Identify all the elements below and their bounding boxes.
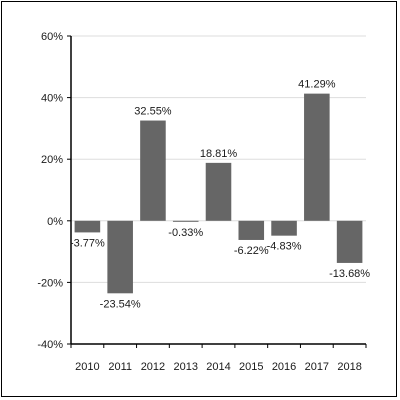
y-tick-label: 20% — [41, 154, 63, 166]
bar — [271, 220, 297, 236]
bars — [74, 93, 363, 294]
x-tick-label: 2016 — [272, 361, 296, 373]
bar — [238, 220, 265, 240]
x-tick-label: 2017 — [305, 361, 329, 373]
x-tick-label: 2018 — [337, 361, 361, 373]
bar — [336, 220, 363, 263]
x-tick-label: 2011 — [108, 361, 132, 373]
bar — [107, 220, 133, 294]
y-tick-label: -20% — [37, 277, 63, 289]
y-tick-label: 0% — [47, 216, 63, 228]
data-label: 41.29% — [298, 79, 336, 91]
x-tick-label: 2014 — [206, 361, 230, 373]
axes — [70, 36, 366, 345]
bar — [74, 220, 101, 233]
data-labels: -3.77% -23.54% 32.55% -0.33% 18.81% -6.22%-4.… — [70, 79, 370, 311]
x-tick-label: 2010 — [75, 361, 99, 373]
data-label: -3.77% — [70, 237, 105, 249]
bar — [205, 162, 232, 221]
data-label: 32.55% — [134, 106, 172, 118]
y-tick-label: 60% — [41, 31, 63, 43]
data-label: -6.22% — [234, 245, 269, 257]
data-label: -23.54% — [100, 298, 141, 310]
bar — [304, 93, 330, 221]
x-tick-label: 2013 — [173, 361, 197, 373]
data-label: 18.81% — [200, 148, 238, 160]
x-tick-labels: 2010 2011 2012 2013 2014 2015 2016 2017 2018 — [70, 344, 367, 373]
data-label: -4.83% — [267, 241, 302, 253]
y-tick-labels: 60% 40% 20% 0% -20% -40% — [37, 31, 63, 351]
y-tick-label: -40% — [37, 339, 63, 351]
bar — [140, 120, 166, 221]
y-tick-label: 40% — [41, 93, 63, 105]
data-label: -13.68% — [329, 268, 370, 280]
x-tick-label: 2015 — [239, 361, 263, 373]
data-label: -0.33% — [168, 227, 203, 239]
bar — [172, 220, 199, 222]
x-tick-label: 2012 — [141, 361, 165, 373]
